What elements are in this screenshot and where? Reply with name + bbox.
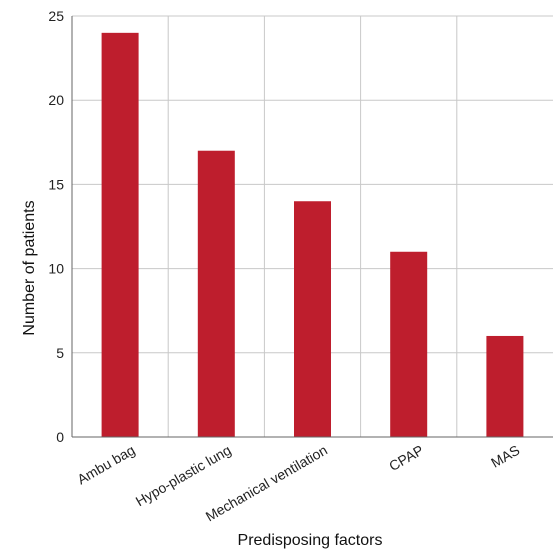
y-axis-title: Number of patients — [21, 200, 38, 335]
y-tick-label: 25 — [48, 8, 64, 24]
bar — [101, 32, 139, 438]
y-tick-label: 20 — [48, 92, 64, 108]
axes-layer — [71, 16, 553, 438]
x-tick-label: CPAP — [386, 442, 426, 474]
bar — [294, 201, 331, 437]
x-tick-label: Hypo-plastic lung — [133, 442, 234, 510]
y-tick-labels: 0 5 10 15 20 25 — [48, 8, 64, 445]
x-axis-title: Predisposing factors — [238, 532, 383, 549]
y-tick-label: 5 — [56, 345, 64, 361]
bar — [197, 150, 235, 437]
bars-layer — [101, 32, 524, 438]
y-tick-label: 15 — [48, 176, 64, 192]
x-tick-label: Ambu bag — [74, 442, 137, 488]
x-tick-label: MAS — [488, 442, 522, 471]
bar — [390, 251, 428, 437]
y-tick-label: 10 — [48, 261, 64, 277]
grid-layer — [72, 15, 553, 437]
y-tick-label: 0 — [56, 429, 64, 445]
bar — [486, 335, 524, 437]
